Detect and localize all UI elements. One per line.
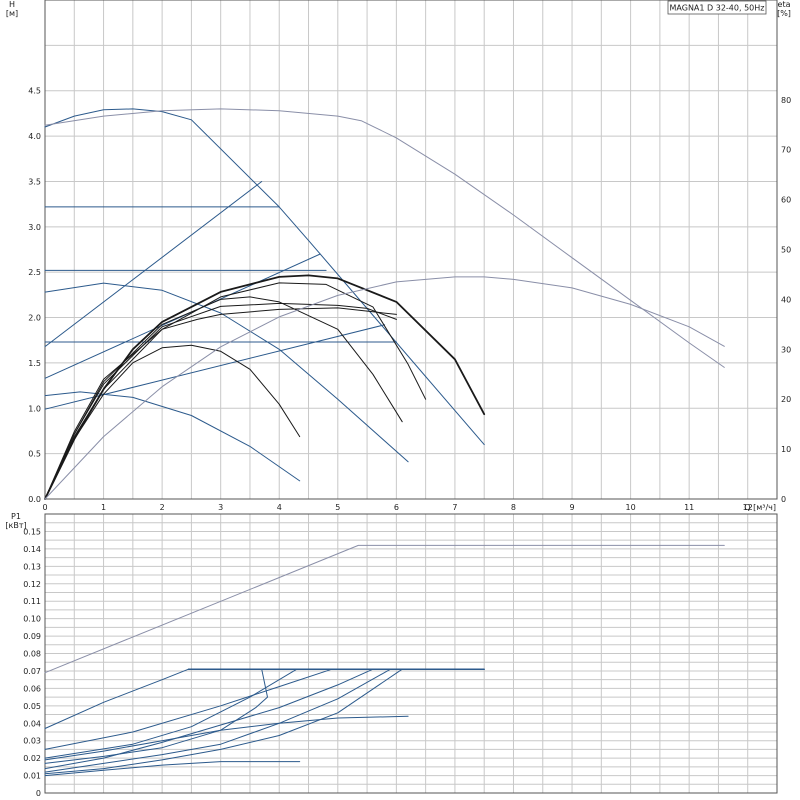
top-series-6 (44, 181, 263, 348)
y-tick-label: 4.0 (28, 132, 41, 141)
p1-tick-label: 0.15 (23, 527, 41, 536)
bottom-chart-grid (44, 513, 778, 794)
chart-title: MAGNA1 D 32-40, 50Hz (670, 4, 765, 13)
power-series-7 (44, 668, 374, 770)
x-tick-label: 3 (218, 503, 223, 512)
p1-tick-label: 0.13 (23, 562, 41, 571)
x-tick-label: 2 (160, 503, 165, 512)
p1-tick-label: 0.03 (23, 737, 41, 746)
axis-labels: 0 1 2 3 4 5 6 7 8 9 10 11 120.00.51.01.52.02.53.03.5… (5, 0, 791, 798)
y2-axis-title: eta [%] (777, 0, 791, 18)
y2-tick-label: 70 (781, 146, 791, 155)
p1-tick-label: 0.01 (23, 772, 41, 781)
top-series-16 (44, 344, 301, 500)
y2-tick-label: 20 (781, 395, 791, 404)
x-tick-label: 11 (684, 503, 694, 512)
p1-tick-label: 0.04 (23, 719, 41, 728)
y-tick-label: 2.5 (28, 268, 41, 277)
power-series-8 (44, 668, 391, 773)
power-series-1 (44, 544, 725, 674)
power-series-4 (44, 668, 333, 750)
top-series-15 (44, 307, 397, 500)
x-tick-label: 6 (394, 503, 399, 512)
p1-tick-label: 0.06 (23, 684, 41, 693)
power-series-10 (44, 715, 409, 761)
power-series-11 (44, 761, 301, 777)
p1-tick-label: 0.02 (23, 754, 41, 763)
x-tick-label: 7 (452, 503, 457, 512)
x-axis-title: Q [м³/ч] (744, 503, 776, 512)
p1-tick-label: 0.14 (23, 545, 41, 554)
top-chart-grid (44, 0, 778, 500)
y-tick-label: 1.0 (28, 404, 41, 413)
y2-tick-label: 0 (781, 495, 786, 504)
y-tick-label: 1.5 (28, 359, 41, 368)
x-tick-label: 4 (277, 503, 282, 512)
y-tick-label: 2.0 (28, 314, 41, 323)
p1-tick-label: 0.10 (23, 615, 41, 624)
top-chart-series (44, 108, 725, 500)
top-series-9 (44, 282, 409, 463)
p1-tick-label: 0.05 (23, 702, 41, 711)
x-tick-label: 8 (511, 503, 516, 512)
top-series-13 (44, 296, 403, 500)
y2-tick-label: 80 (781, 96, 791, 105)
power-series-9 (44, 668, 403, 775)
top-series-10 (44, 391, 301, 482)
y2-tick-label: 40 (781, 295, 791, 304)
p1-tick-label: 0.07 (23, 667, 41, 676)
title-box (667, 0, 767, 15)
y-tick-label: 4.5 (28, 87, 41, 96)
top-series-1 (44, 108, 485, 446)
y2-tick-label: 60 (781, 196, 791, 205)
x-tick-label: 5 (335, 503, 340, 512)
y-axis-title: H [м] (6, 0, 18, 18)
p1-axis-title: P1 [кВт] (5, 512, 26, 530)
x-tick-label: 1 (101, 503, 106, 512)
x-tick-label: 10 (626, 503, 636, 512)
y-tick-label: 3.0 (28, 223, 41, 232)
top-series-12 (44, 282, 427, 500)
p1-tick-label: 0.09 (23, 632, 41, 641)
y-tick-label: 3.5 (28, 177, 41, 186)
y-tick-label: 0.5 (28, 450, 41, 459)
y2-tick-label: 50 (781, 246, 791, 255)
bottom-chart-series (44, 544, 725, 777)
x-tick-label: 0 (42, 503, 47, 512)
bottom-plot-frame (44, 513, 778, 794)
top-series-14 (44, 302, 397, 500)
p1-tick-label: 0.08 (23, 650, 41, 659)
p1-tick-label: 0.11 (23, 597, 41, 606)
x-tick-label: 12 (743, 503, 753, 512)
p1-tick-label: 0 (36, 789, 41, 798)
y2-tick-label: 10 (781, 445, 791, 454)
x-tick-label: 9 (569, 503, 574, 512)
top-series-2 (44, 108, 725, 368)
y-tick-label: 0.0 (28, 495, 41, 504)
y2-tick-label: 30 (781, 345, 791, 354)
top-series-17 (44, 276, 725, 500)
top-series-8 (44, 324, 386, 410)
power-series-3 (44, 668, 189, 729)
p1-tick-label: 0.12 (23, 580, 41, 589)
top-plot-frame (44, 0, 778, 500)
